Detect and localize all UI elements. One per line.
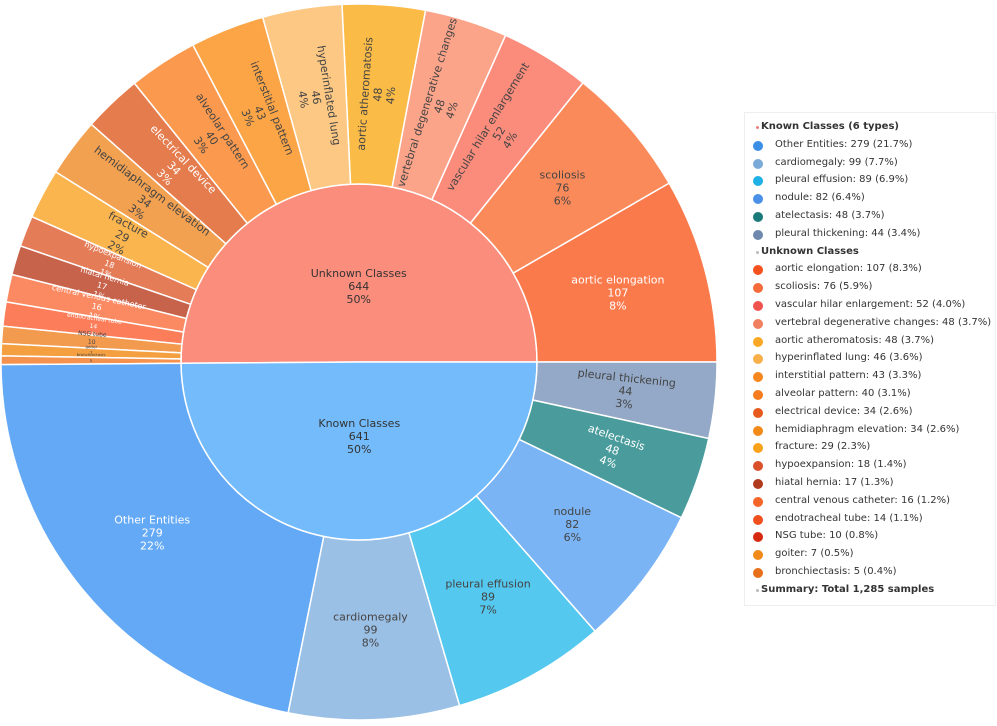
legend-item[interactable]: vertebral degenerative changes: 48 (3.7%… <box>745 315 993 333</box>
legend-label: atelectasis: 48 (3.7%) <box>775 210 885 221</box>
legend-label: Other Entities: 279 (21.7%) <box>775 138 913 150</box>
legend-marker <box>753 496 763 507</box>
legend-label: pleural thickening: 44 (3.4%) <box>775 227 921 239</box>
legend-marker <box>753 354 763 365</box>
legend-marker <box>753 550 763 561</box>
legend-item[interactable]: aortic elongation: 107 (8.3%) <box>745 261 993 279</box>
legend-marker <box>756 250 759 254</box>
legend-label: hemidiaphragm elevation: 34 (2.6%) <box>775 423 960 435</box>
legend-item[interactable]: goiter: 7 (0.5%) <box>745 546 993 564</box>
legend-item[interactable]: central venous catheter: 16 (1.2%) <box>745 493 993 511</box>
label-aortic-elongation: aortic elongation 107 8% <box>571 274 664 313</box>
label-nodule: nodule 82 6% <box>554 505 592 544</box>
legend-label: NSG tube: 10 (0.8%) <box>775 530 879 542</box>
legend-marker <box>753 301 763 311</box>
legend-header[interactable]: Summary: Total 1,285 samples <box>745 582 993 600</box>
legend-marker <box>753 461 763 472</box>
legend-item[interactable]: NSG tube: 10 (0.8%) <box>745 528 993 546</box>
legend-label: Known Classes (6 types) <box>761 121 899 132</box>
legend-label: nodule: 82 (6.4%) <box>775 192 865 204</box>
legend-item[interactable]: bronchiectasis: 5 (0.4%) <box>745 564 993 582</box>
legend-marker <box>753 283 763 294</box>
legend-marker <box>753 407 763 418</box>
legend-marker <box>753 140 763 151</box>
slice-other-entities[interactable] <box>0 362 325 714</box>
legend-label: pleural effusion: 89 (6.9%) <box>775 174 909 186</box>
legend: Known Classes (6 types) Other Entities: 2… <box>744 112 996 606</box>
legend-marker <box>753 318 763 329</box>
legend-label: interstitial pattern: 43 (3.3%) <box>775 370 922 382</box>
legend-label: aortic elongation: 107 (8.3%) <box>775 263 922 275</box>
legend-item[interactable]: alveolar pattern: 40 (3.1%) <box>745 386 993 404</box>
legend-item[interactable]: hyperinflated lung: 46 (3.6%) <box>745 350 993 368</box>
legend-label: hyperinflated lung: 46 (3.6%) <box>775 352 923 364</box>
legend-label: cardiomegaly: 99 (7.7%) <box>775 156 898 168</box>
inner-label-unknown-classes: Unknown Classes 644 50% <box>311 267 407 306</box>
legend-item[interactable]: fracture: 29 (2.3%) <box>745 439 993 457</box>
legend-item[interactable]: cardiomegaly: 99 (7.7%) <box>745 155 993 173</box>
legend-marker <box>753 532 763 543</box>
legend-marker <box>753 443 763 454</box>
legend-marker <box>756 126 759 129</box>
legend-marker <box>753 390 763 400</box>
legend-marker <box>753 568 763 578</box>
legend-marker <box>753 212 763 222</box>
legend-label: electrical device: 34 (2.6%) <box>775 405 913 417</box>
legend-item[interactable]: scoliosis: 76 (5.9%) <box>745 279 993 297</box>
legend-label: aortic atheromatosis: 48 (3.7%) <box>775 334 935 346</box>
label-other-entities: Other Entities 279 22% <box>114 513 190 552</box>
legend-label: vertebral degenerative changes: 48 (3.7%… <box>775 316 992 328</box>
legend-marker <box>753 372 763 383</box>
legend-label: endotracheal tube: 14 (1.1%) <box>775 512 923 524</box>
legend-label: scoliosis: 76 (5.9%) <box>775 281 873 293</box>
legend-label: goiter: 7 (0.5%) <box>775 548 854 560</box>
legend-marker <box>753 176 763 187</box>
sunburst-chart: Unknown Classes 644 50% Known Classes 641 50%… <box>0 3 718 721</box>
legend-item[interactable]: vascular hilar enlargement: 52 (4.0%) <box>745 297 993 315</box>
legend-label: hypoexpansion: 18 (1.4%) <box>775 459 907 471</box>
legend-label: Unknown Classes <box>761 245 859 257</box>
legend-marker <box>753 479 763 489</box>
legend-header[interactable]: Known Classes (6 types) <box>745 119 993 137</box>
legend-marker <box>753 194 763 205</box>
legend-marker <box>753 336 763 347</box>
legend-item[interactable]: pleural thickening: 44 (3.4%) <box>745 226 993 244</box>
legend-label: central venous catheter: 16 (1.2%) <box>775 494 951 506</box>
legend-label: Summary: Total 1,285 samples <box>761 583 935 595</box>
legend-item[interactable]: hiatal hernia: 17 (1.3%) <box>745 475 993 493</box>
legend-item[interactable]: atelectasis: 48 (3.7%) <box>745 208 993 226</box>
legend-marker <box>753 514 763 525</box>
legend-item[interactable]: hemidiaphragm elevation: 34 (2.6%) <box>745 422 993 440</box>
legend-item[interactable]: electrical device: 34 (2.6%) <box>745 404 993 422</box>
slice-pleural-thickening[interactable] <box>532 361 718 440</box>
legend-item[interactable]: aortic atheromatosis: 48 (3.7%) <box>745 333 993 351</box>
legend-item[interactable]: interstitial pattern: 43 (3.3%) <box>745 368 993 386</box>
legend-header[interactable]: Unknown Classes <box>745 244 993 262</box>
legend-label: hiatal hernia: 17 (1.3%) <box>775 477 894 488</box>
legend-item[interactable]: hypoexpansion: 18 (1.4%) <box>745 457 993 475</box>
legend-label: bronchiectasis: 5 (0.4%) <box>775 566 897 577</box>
legend-item[interactable]: endotracheal tube: 14 (1.1%) <box>745 511 993 529</box>
legend-label: fracture: 29 (2.3%) <box>775 441 871 453</box>
label-cardiomegaly: cardiomegaly 99 8% <box>333 611 408 650</box>
legend-marker <box>756 588 759 592</box>
legend-item[interactable]: pleural effusion: 89 (6.9%) <box>745 172 993 190</box>
legend-item[interactable]: nodule: 82 (6.4%) <box>745 190 993 208</box>
legend-marker <box>753 265 763 276</box>
inner-label-known-classes: Known Classes 641 50% <box>318 417 400 456</box>
label-pleural-effusion: pleural effusion 89 7% <box>445 578 530 617</box>
label-scoliosis: scoliosis 76 6% <box>539 168 585 207</box>
legend-marker <box>753 158 763 169</box>
legend-label: alveolar pattern: 40 (3.1%) <box>775 388 911 399</box>
legend-item[interactable]: Other Entities: 279 (21.7%) <box>745 137 993 155</box>
legend-marker <box>753 229 763 240</box>
legend-label: vascular hilar enlargement: 52 (4.0%) <box>775 299 966 310</box>
legend-marker <box>753 425 763 436</box>
